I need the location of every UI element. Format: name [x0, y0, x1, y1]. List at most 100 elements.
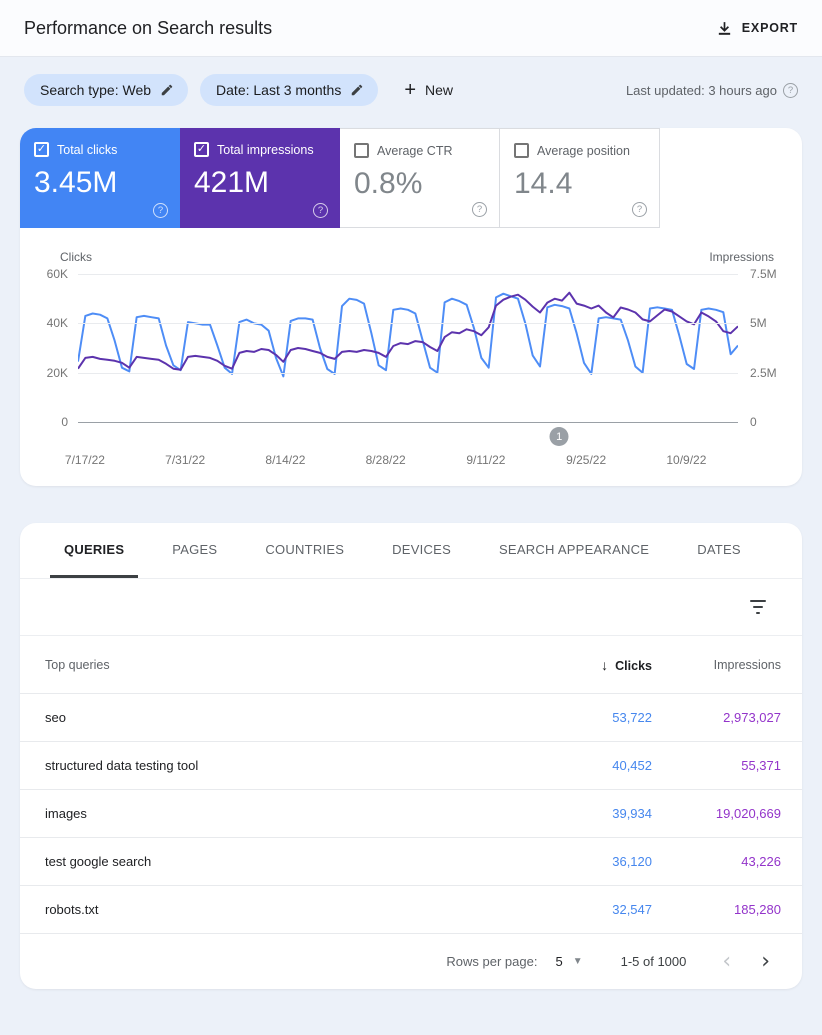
table-body: seo 53,722 2,973,027 structured data tes…: [20, 694, 802, 934]
dropdown-caret-icon[interactable]: ▼: [572, 956, 583, 967]
gridline: [78, 274, 738, 275]
series-line-impressions: [78, 291, 738, 371]
clicks-cell: 36,120: [612, 854, 652, 869]
left-axis-ticks: 60K 40K 20K 0: [20, 267, 78, 429]
clicks-cell: 53,722: [612, 710, 652, 725]
metric-tile[interactable]: ✓ Total impressions 421M ?: [180, 128, 340, 228]
table-toolbar: [20, 579, 802, 636]
help-icon[interactable]: ?: [153, 203, 168, 218]
x-tick-label: 10/9/22: [666, 453, 707, 467]
axis-tick-label: 20K: [46, 365, 68, 380]
export-label: EXPORT: [741, 21, 798, 35]
new-filter-label: New: [425, 82, 454, 98]
date-range-chip-label: Date: Last 3 months: [216, 82, 342, 98]
gridline: [78, 323, 738, 325]
right-axis-title: Impressions: [709, 250, 774, 264]
tab-devices[interactable]: DEVICES: [392, 541, 451, 557]
search-type-chip-label: Search type: Web: [40, 82, 152, 98]
metric-checkbox[interactable]: [354, 143, 369, 158]
x-tick-label: 8/28/22: [365, 453, 406, 467]
sort-desc-icon: ↓: [601, 656, 609, 673]
metric-value: 3.45M: [34, 166, 118, 199]
time-series-chart: Clicks Impressions 60K 40K 20K 0 7.5M 5M 2.5M…: [20, 228, 802, 486]
axis-tick-label: 60K: [46, 267, 68, 281]
axis-tick-label: 40K: [46, 316, 68, 331]
rows-per-page-value[interactable]: 5: [555, 954, 563, 969]
performance-chart-card: ✓ Total clicks 3.45M ? ✓ Total impressio…: [20, 128, 802, 486]
impressions-cell: 2,973,027: [723, 710, 781, 725]
metric-checkbox[interactable]: [514, 143, 529, 158]
metric-tile[interactable]: Average CTR 0.8% ?: [340, 128, 500, 228]
export-button[interactable]: EXPORT: [716, 20, 798, 37]
filter-list-icon[interactable]: [744, 594, 772, 620]
help-icon[interactable]: ?: [472, 202, 487, 217]
last-updated: Last updated: 3 hours ago ?: [625, 82, 798, 98]
annotation-marker[interactable]: 1: [549, 427, 569, 446]
metric-label: Average CTR: [377, 143, 453, 158]
axis-tick-label: 0: [750, 415, 757, 429]
clicks-cell: 39,934: [612, 806, 652, 821]
x-tick-label: 9/11/22: [466, 453, 506, 467]
impressions-cell: 19,020,669: [715, 806, 781, 821]
column-header-queries: Top queries: [45, 657, 110, 672]
previous-page-button[interactable]: ‹: [722, 948, 732, 974]
column-header-clicks[interactable]: ↓ Clicks: [601, 656, 652, 673]
search-type-chip[interactable]: Search type: Web: [24, 74, 189, 106]
column-header-impressions[interactable]: Impressions: [713, 657, 781, 672]
table-row[interactable]: structured data testing tool 40,452 55,3…: [20, 742, 802, 790]
axis-tick-label: 7.5M: [750, 267, 777, 281]
last-updated-text: Last updated: 3 hours ago: [625, 82, 777, 98]
metric-label: Average position: [537, 143, 630, 158]
tab-countries[interactable]: COUNTRIES: [265, 541, 345, 557]
metric-value: 14.4: [514, 167, 573, 200]
download-icon: [718, 21, 730, 35]
dimension-tabs: QUERIES PAGES COUNTRIES DEVICES SEARCH A…: [20, 523, 802, 579]
metric-tile[interactable]: Average position 14.4 ?: [500, 128, 660, 228]
table-row[interactable]: images 39,934 19,020,669: [20, 790, 802, 838]
table-row[interactable]: test google search 36,120 43,226: [20, 838, 802, 886]
chart-plot-area: [78, 274, 738, 423]
date-range-chip[interactable]: Date: Last 3 months: [200, 74, 379, 106]
table-row[interactable]: seo 53,722 2,973,027: [20, 694, 802, 742]
metric-label: Total clicks: [57, 142, 118, 157]
x-tick-label: 7/17/22: [64, 453, 105, 467]
new-filter-button[interactable]: + New: [404, 80, 453, 100]
help-icon[interactable]: ?: [632, 202, 647, 217]
help-icon[interactable]: ?: [783, 82, 798, 98]
x-axis-labels: 1 7/17/22 7/31/22 8/14/22 8/28/22 9/11/22 9/2…: [65, 422, 738, 482]
metric-label: Total impressions: [217, 142, 314, 157]
table-row[interactable]: robots.txt 32,547 185,280: [20, 886, 802, 934]
rows-per-page-label: Rows per page:: [446, 954, 538, 969]
axis-tick-label: 5M: [750, 316, 767, 331]
impressions-cell: 185,280: [734, 902, 781, 917]
metric-value: 421M: [194, 166, 270, 199]
filter-bar: Search type: Web Date: Last 3 months + N…: [0, 57, 822, 106]
tab-queries[interactable]: QUERIES: [50, 523, 139, 578]
tab-dates[interactable]: DATES: [697, 541, 741, 557]
query-cell[interactable]: structured data testing tool: [45, 758, 199, 773]
query-cell[interactable]: seo: [45, 710, 66, 725]
x-tick-label: 9/25/22: [566, 453, 607, 467]
tab-search-appearance[interactable]: SEARCH APPEARANCE: [499, 541, 650, 557]
impressions-cell: 43,226: [741, 854, 781, 869]
metric-tile[interactable]: ✓ Total clicks 3.45M ?: [20, 128, 180, 228]
tab-pages[interactable]: PAGES: [172, 541, 218, 557]
edit-pencil-icon: [352, 84, 363, 96]
table-header-row: Top queries ↓ Clicks Impressions: [20, 636, 802, 694]
right-axis-ticks: 7.5M 5M 2.5M 0: [738, 267, 802, 429]
next-page-button[interactable]: ›: [761, 948, 770, 974]
impressions-cell: 55,371: [741, 758, 781, 773]
series-line-clicks: [78, 292, 738, 378]
metric-checkbox[interactable]: ✓: [194, 142, 209, 157]
edit-pencil-icon: [161, 84, 173, 96]
metric-checkbox[interactable]: ✓: [34, 142, 49, 157]
clicks-cell: 32,547: [612, 902, 652, 917]
dimensions-table-card: QUERIES PAGES COUNTRIES DEVICES SEARCH A…: [20, 523, 802, 989]
query-cell[interactable]: robots.txt: [45, 902, 99, 917]
help-icon[interactable]: ?: [313, 203, 328, 218]
metric-tiles: ✓ Total clicks 3.45M ? ✓ Total impressio…: [20, 128, 802, 228]
page-title: Performance on Search results: [24, 17, 273, 38]
left-axis-title: Clicks: [60, 250, 92, 264]
query-cell[interactable]: test google search: [45, 854, 152, 869]
query-cell[interactable]: images: [45, 806, 87, 821]
